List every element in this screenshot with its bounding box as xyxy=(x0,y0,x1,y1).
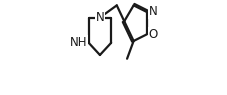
Text: NH: NH xyxy=(70,36,87,49)
Text: N: N xyxy=(149,5,157,18)
Text: N: N xyxy=(96,11,104,24)
Text: O: O xyxy=(149,28,158,41)
